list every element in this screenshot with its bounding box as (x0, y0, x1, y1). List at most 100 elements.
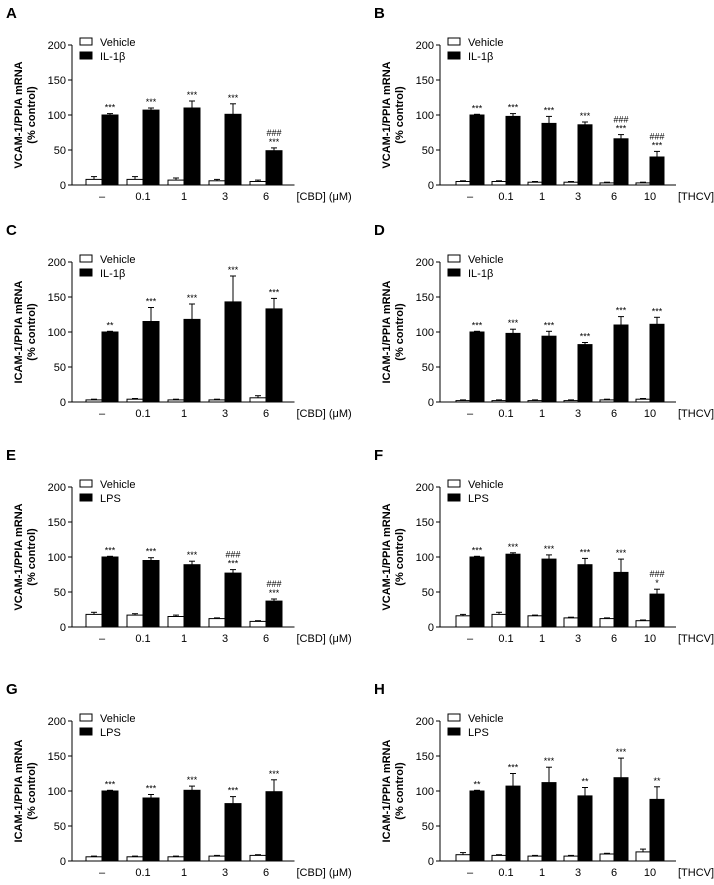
bar-vehicle (85, 856, 103, 862)
bar-vehicle (249, 397, 267, 403)
x-tick-label: – (467, 633, 474, 645)
bar-il-1β (142, 321, 160, 403)
x-unit-label: [THCV] (μM) (678, 633, 714, 645)
legend-swatch (447, 37, 461, 46)
legend-swatch (79, 268, 93, 277)
bar-vehicle (167, 616, 185, 628)
significance-label: *** (616, 747, 627, 757)
significance-label: *** (580, 111, 591, 121)
bar-il-1β (541, 335, 557, 403)
y-axis-label: (% control) (26, 528, 38, 586)
x-tick-label: 1 (181, 867, 187, 879)
significance-label: ### (649, 131, 664, 141)
bar-vehicle (208, 180, 226, 186)
y-axis-label: ICAM-1/PPIA mRNA (381, 281, 393, 384)
y-tick-label: 50 (422, 145, 434, 157)
x-unit-label: [THCV] (μM) (678, 408, 714, 420)
bar-lps (469, 790, 485, 862)
panel-letter: E (6, 447, 16, 464)
legend-label: Vehicle (468, 479, 503, 491)
x-tick-label: 10 (644, 633, 656, 645)
bar-vehicle (208, 618, 226, 628)
chart-panel-h: H ICAM-1/PPIA mRNA (% control) 0 50 100 150 200… (374, 681, 714, 879)
bar-lps (649, 593, 665, 628)
panel-letter: G (6, 681, 18, 698)
legend-label: IL-1β (100, 268, 125, 280)
significance-label: *** (580, 547, 591, 557)
legend-label: Vehicle (100, 254, 135, 266)
y-tick-label: 100 (48, 552, 66, 564)
significance-label: *** (472, 320, 483, 330)
panel-letter: D (374, 222, 385, 239)
x-tick-label: 6 (611, 408, 617, 420)
bar-il-1β (265, 308, 283, 403)
y-tick-label: 100 (416, 786, 434, 798)
y-tick-label: 200 (48, 482, 66, 494)
y-tick-label: 0 (60, 856, 66, 868)
x-unit-label: [CBD] (μM) (297, 191, 352, 203)
significance-label: *** (508, 103, 519, 113)
bar-vehicle (599, 853, 615, 862)
bar-vehicle (126, 398, 144, 403)
x-tick-label: 10 (644, 408, 656, 420)
chart-panel-f: F VCAM-1/PPIA mRNA (% control) 0 50 100 150 200… (374, 447, 714, 645)
x-tick-label: 1 (181, 633, 187, 645)
bar-vehicle (167, 856, 185, 862)
x-tick-label: 0.1 (135, 633, 150, 645)
significance-label: *** (105, 103, 116, 113)
x-tick-label: 0.1 (498, 408, 513, 420)
significance-label: *** (269, 588, 280, 598)
bar-il-1β (613, 324, 629, 403)
bar-il-1β (649, 156, 665, 186)
significance-label: *** (146, 297, 157, 307)
legend-label: LPS (100, 727, 121, 739)
y-tick-label: 50 (422, 362, 434, 374)
bar-vehicle (599, 618, 615, 628)
significance-label: *** (269, 287, 280, 297)
significance-label: *** (187, 293, 198, 303)
significance-label: *** (228, 786, 239, 796)
x-tick-label: – (99, 633, 106, 645)
y-tick-label: 150 (416, 75, 434, 87)
legend-label: Vehicle (468, 254, 503, 266)
y-axis-label: (% control) (26, 762, 38, 820)
x-tick-label: 0.1 (498, 633, 513, 645)
y-tick-label: 0 (428, 180, 434, 192)
y-tick-label: 100 (416, 110, 434, 122)
y-tick-label: 100 (48, 327, 66, 339)
bar-lps (142, 797, 160, 862)
y-axis-label: (% control) (394, 528, 406, 586)
y-axis-label: (% control) (394, 86, 406, 144)
bar-lps (265, 600, 283, 628)
y-tick-label: 50 (54, 362, 66, 374)
bar-lps (541, 782, 557, 862)
y-tick-label: 0 (428, 397, 434, 409)
bar-vehicle (527, 400, 543, 403)
significance-label: *** (544, 544, 555, 554)
x-tick-label: 6 (263, 633, 269, 645)
x-tick-label: 3 (575, 191, 581, 203)
y-tick-label: 100 (416, 552, 434, 564)
legend-swatch (79, 37, 93, 46)
bar-il-1β (577, 124, 593, 186)
bar-vehicle (491, 854, 507, 862)
x-tick-label: 0.1 (135, 408, 150, 420)
significance-label: *** (544, 105, 555, 115)
y-axis-label: (% control) (26, 303, 38, 361)
x-tick-label: 3 (575, 867, 581, 879)
chart-panel-c: C ICAM-1/PPIA mRNA (% control) 0 50 100 150 200… (6, 222, 352, 420)
significance-label: *** (269, 769, 280, 779)
x-tick-label: 0.1 (135, 867, 150, 879)
bar-vehicle (455, 854, 471, 862)
bar-lps (505, 785, 521, 862)
bar-lps (224, 572, 242, 628)
x-unit-label: [CBD] (μM) (297, 633, 352, 645)
x-tick-label: 3 (222, 867, 228, 879)
y-tick-label: 150 (48, 751, 66, 763)
significance-label: *** (228, 93, 239, 103)
chart-panel-d: D ICAM-1/PPIA mRNA (% control) 0 50 100 150 200… (374, 222, 714, 420)
bar-lps (505, 553, 521, 628)
bar-il-1β (101, 114, 119, 186)
y-tick-label: 50 (422, 587, 434, 599)
